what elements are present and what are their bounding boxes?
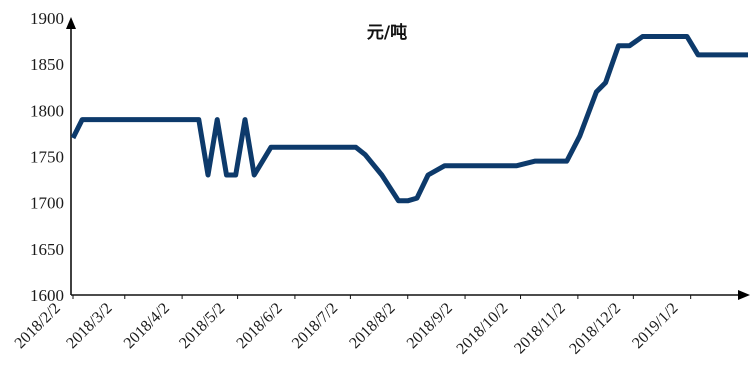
y-axis-ticks: 1600 1650 1700 1750 1800 1850 1900 [30, 9, 64, 305]
x-tick-label: 2019/1/2 [629, 300, 681, 352]
y-tick-label: 1800 [30, 101, 64, 120]
y-tick-label: 1750 [30, 148, 64, 167]
y-tick-label: 1600 [30, 286, 64, 305]
x-tick-label: 2018/9/2 [404, 300, 456, 352]
y-axis-arrow [66, 17, 76, 29]
x-tick-label: 2018/7/2 [289, 300, 341, 352]
y-tick-label: 1650 [30, 240, 64, 259]
x-tick-label: 2018/10/2 [453, 300, 511, 358]
x-tick-label: 2018/5/2 [176, 300, 228, 352]
x-tick-label: 2018/3/2 [63, 300, 115, 352]
x-tick-label: 2018/4/2 [121, 300, 173, 352]
x-tick-label: 2018/2/2 [12, 300, 64, 352]
x-tick-label: 2018/6/2 [233, 300, 285, 352]
x-axis-ticks: 2018/2/2 2018/3/2 2018/4/2 2018/5/2 2018/6/2… [12, 295, 692, 358]
y-tick-label: 1700 [30, 194, 64, 213]
x-tick-label: 2018/8/2 [346, 300, 398, 352]
y-tick-label: 1900 [30, 9, 64, 28]
x-tick-label: 2018/12/2 [566, 300, 624, 358]
chart-title: 元/吨 [367, 22, 407, 43]
y-tick-label: 1850 [30, 55, 64, 74]
x-axis-arrow [738, 290, 750, 300]
x-tick-label: 2018/11/2 [511, 300, 568, 357]
series-line [70, 34, 748, 204]
